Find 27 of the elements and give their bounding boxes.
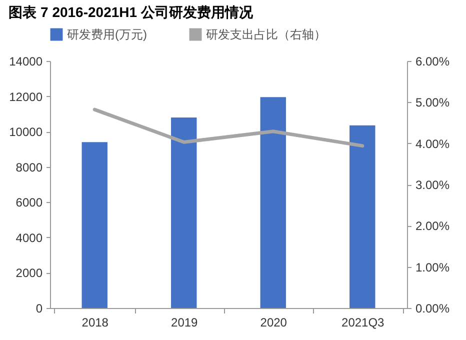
y2-tick-label: 4.00% [416,136,450,151]
bar [82,142,108,308]
y-tick-label: 2000 [16,266,43,280]
bar [171,117,197,308]
y-tick-label: 0 [36,302,43,316]
y-tick-label: 12000 [9,90,43,104]
y2-tick-label: 5.00% [416,96,450,110]
y-tick-label: 14000 [9,54,43,68]
x-tick-label: 2019 [171,316,198,330]
y-tick-label: 4000 [16,230,43,245]
chart-title: 图表 7 2016-2021H1 公司研发费用情况 [8,4,254,20]
y2-tick-label: 0.00% [416,302,450,316]
y-tick-label: 10000 [9,125,43,140]
bar [260,97,286,308]
y-tick-label: 6000 [16,196,43,210]
y-tick-label: 8000 [16,160,43,174]
legend-label: 研发支出占比（右轴） [206,28,326,42]
x-tick-label: 2018 [82,316,109,330]
y2-tick-label: 3.00% [416,178,450,192]
bar [350,125,376,308]
y2-tick-label: 1.00% [416,260,450,274]
line-series [92,108,364,148]
y2-tick-label: 2.00% [416,219,450,234]
legend-label: 研发费用(万元) [67,28,147,42]
x-tick-label: 2020 [260,316,288,330]
y2-tick-label: 6.00% [416,54,450,68]
x-tick-label: 2021Q3 [342,316,385,330]
